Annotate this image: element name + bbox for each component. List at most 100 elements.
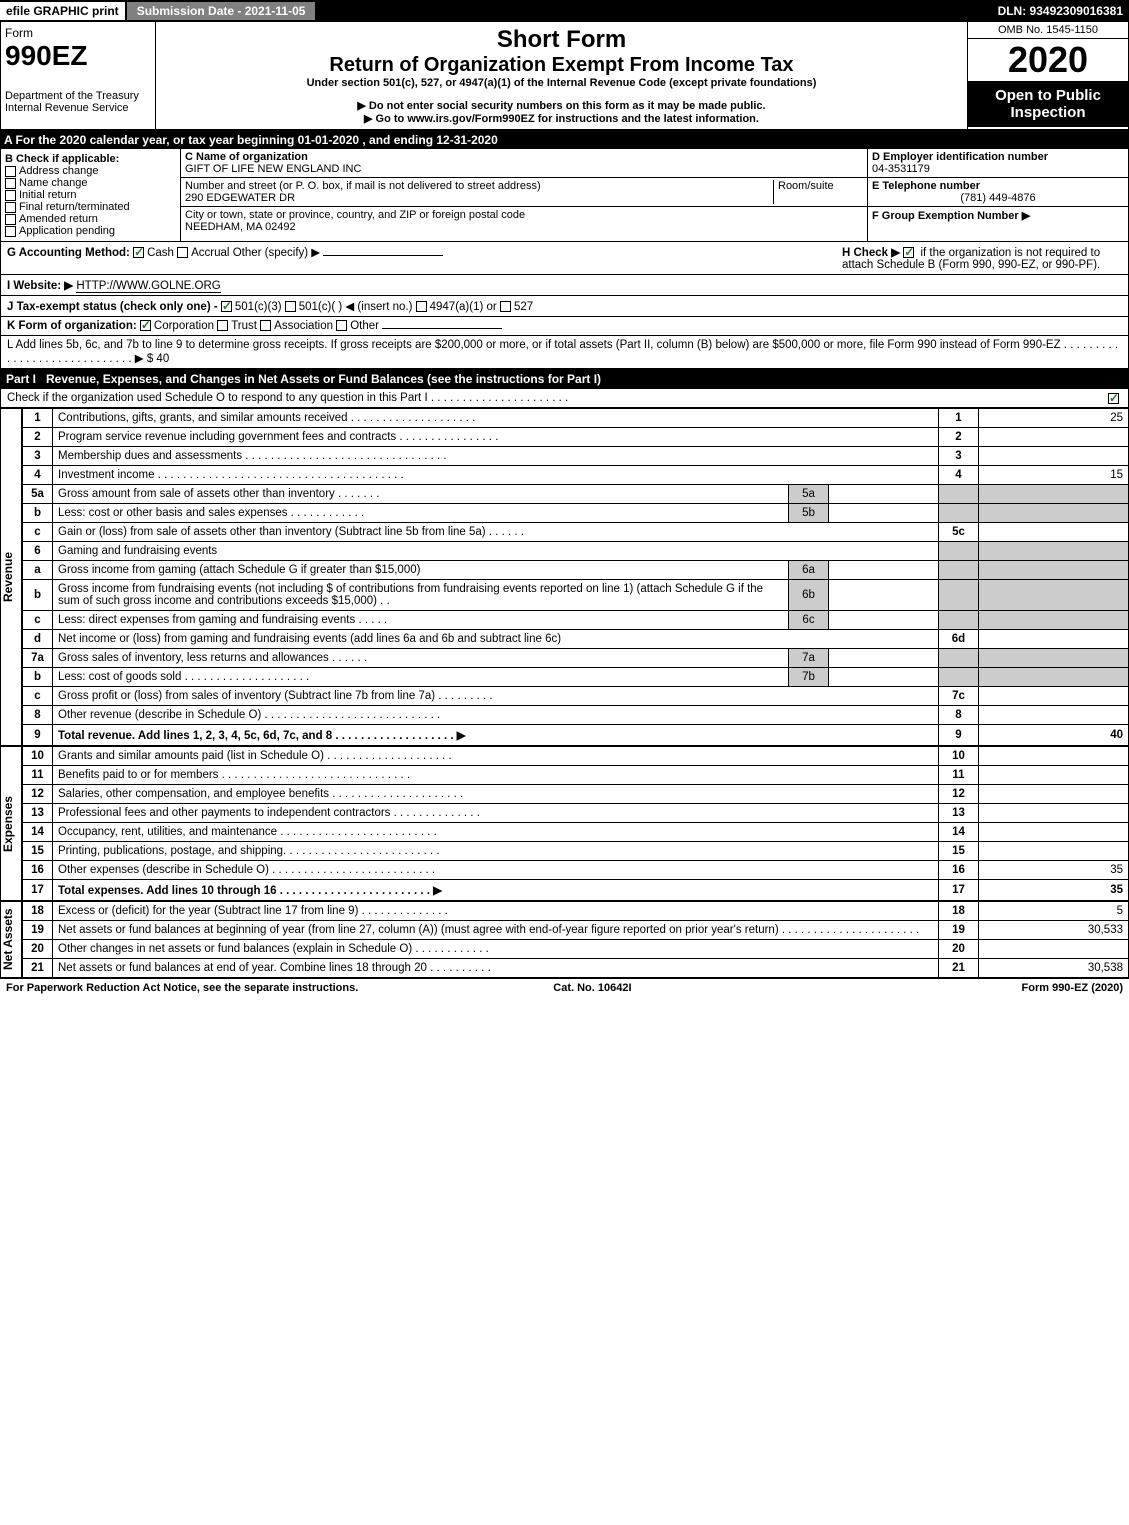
shaded-cell [979,561,1129,580]
phone-value: (781) 449-4876 [872,192,1124,204]
line-num: 7a [23,649,53,668]
chk-501c3[interactable] [221,301,232,312]
street-label: Number and street (or P. O. box, if mail… [185,180,773,192]
header-center: Short Form Return of Organization Exempt… [156,22,968,129]
opt-trust: Trust [231,320,257,332]
phone-label: E Telephone number [872,180,1124,192]
line-val: 5 [979,902,1129,921]
chk-501c[interactable] [285,301,296,312]
table-row: 2Program service revenue including gover… [23,428,1129,447]
shaded-cell [939,611,979,630]
line-ref: 1 [939,409,979,428]
sub-ref: 7a [789,649,829,668]
shaded-cell [939,649,979,668]
line-val [979,447,1129,466]
ein-value: 04-3531179 [872,163,1124,175]
line-text: Less: cost or other basis and sales expe… [53,504,789,523]
chk-trust[interactable] [217,320,228,331]
chk-schedule-b[interactable] [903,247,914,258]
chk-initial-return[interactable]: Initial return [5,189,176,201]
chk-4947[interactable] [416,301,427,312]
table-row: 6Gaming and fundraising events [23,542,1129,561]
street-value: 290 EDGEWATER DR [185,192,773,204]
page-footer: For Paperwork Reduction Act Notice, see … [0,978,1129,997]
chk-schedule-o[interactable] [1108,393,1119,404]
website-value[interactable]: HTTP://WWW.GOLNE.ORG [76,280,220,293]
line-text: Excess or (deficit) for the year (Subtra… [53,902,939,921]
line-num: 4 [23,466,53,485]
line-text: Total expenses. Add lines 10 through 16 … [53,880,939,901]
part-i-label: Part I [6,372,36,386]
chk-address-change[interactable]: Address change [5,165,176,177]
line-text: Gross amount from sale of assets other t… [53,485,789,504]
line-ref: 21 [939,959,979,978]
goto-link[interactable]: ▶ Go to www.irs.gov/Form990EZ for instru… [160,112,963,125]
line-h: H Check ▶ if the organization is not req… [842,245,1122,271]
line-ref: 19 [939,921,979,940]
line-num: c [23,523,53,542]
table-row: 3Membership dues and assessments . . . .… [23,447,1129,466]
chk-corporation[interactable] [140,320,151,331]
shaded-cell [939,561,979,580]
line-text: Less: cost of goods sold . . . . . . . .… [53,668,789,687]
chk-527[interactable] [500,301,511,312]
shaded-cell [979,611,1129,630]
table-row: 13Professional fees and other payments t… [23,804,1129,823]
box-def: D Employer identification number 04-3531… [868,149,1128,241]
line-num: b [23,668,53,687]
table-row: bLess: cost of goods sold . . . . . . . … [23,668,1129,687]
line-ref: 16 [939,861,979,880]
chk-amended-return[interactable]: Amended return [5,213,176,225]
table-row: 10Grants and similar amounts paid (list … [23,747,1129,766]
line-val [979,823,1129,842]
shaded-cell [979,542,1129,561]
line-num: 18 [23,902,53,921]
line-val [979,428,1129,447]
open-public-badge: Open to Public Inspection [968,81,1128,127]
box-b-title: B Check if applicable: [5,153,176,165]
line-num: 20 [23,940,53,959]
line-j: J Tax-exempt status (check only one) - 5… [0,296,1129,317]
opt-corporation: Corporation [154,320,214,332]
paperwork-notice: For Paperwork Reduction Act Notice, see … [6,982,358,994]
other-org-input[interactable] [382,328,502,329]
net-assets-table: 18Excess or (deficit) for the year (Subt… [22,901,1129,978]
sub-val [829,649,939,668]
chk-association[interactable] [260,320,271,331]
form-org-label: K Form of organization: [7,320,137,332]
line-val: 30,538 [979,959,1129,978]
org-name: GIFT OF LIFE NEW ENGLAND INC [185,163,863,175]
chk-name-change[interactable]: Name change [5,177,176,189]
chk-cash[interactable] [133,247,144,258]
chk-other-org[interactable] [336,320,347,331]
line-ref: 10 [939,747,979,766]
table-row: cGross profit or (loss) from sales of in… [23,687,1129,706]
line-l: L Add lines 5b, 6c, and 7b to line 9 to … [0,336,1129,369]
line-text: Net assets or fund balances at end of ye… [53,959,939,978]
top-bar: efile GRAPHIC print Submission Date - 20… [0,0,1129,22]
line-num: 14 [23,823,53,842]
line-ref: 15 [939,842,979,861]
line-val [979,687,1129,706]
line-num: 12 [23,785,53,804]
other-specify-input[interactable] [323,255,443,256]
chk-accrual[interactable] [177,247,188,258]
chk-application-pending[interactable]: Application pending [5,225,176,237]
line-text: Net income or (loss) from gaming and fun… [53,630,939,649]
line-num: 17 [23,880,53,901]
shaded-cell [979,649,1129,668]
line-num: 19 [23,921,53,940]
line-g-h: G Accounting Method: Cash Accrual Other … [0,242,1129,275]
chk-final-return[interactable]: Final return/terminated [5,201,176,213]
table-row: 18Excess or (deficit) for the year (Subt… [23,902,1129,921]
table-row: dNet income or (loss) from gaming and fu… [23,630,1129,649]
table-row: 9Total revenue. Add lines 1, 2, 3, 4, 5c… [23,725,1129,746]
line-ref: 13 [939,804,979,823]
website-label: I Website: ▶ [7,280,73,292]
other-label: Other (specify) ▶ [233,247,320,259]
sub-val [829,611,939,630]
line-ref: 3 [939,447,979,466]
box-c: C Name of organization GIFT OF LIFE NEW … [181,149,868,241]
line-text: Gain or (loss) from sale of assets other… [53,523,939,542]
info-grid: B Check if applicable: Address change Na… [0,149,1129,242]
